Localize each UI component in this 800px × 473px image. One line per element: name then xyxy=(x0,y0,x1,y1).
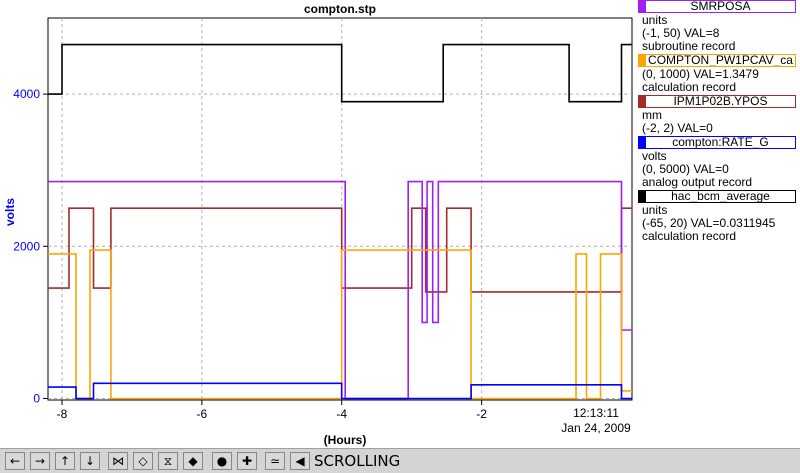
strip-chart[interactable]: compton.stp -8 -6 -4 -2 0 2000 4000 volts (Hou… xyxy=(0,0,636,448)
y-tick-label: 4000 xyxy=(13,87,40,101)
zoom-out-vertical-button[interactable]: ◆ xyxy=(183,452,203,470)
series-lines xyxy=(48,43,632,400)
legend-entry-hac-bcm-average[interactable]: hac_bcm_average xyxy=(638,190,796,203)
legend-record-type: calculation record xyxy=(642,80,737,94)
legend-range: (-65, 20) VAL=0.0311945 xyxy=(642,216,776,230)
scroll-mode-button[interactable]: ◀ xyxy=(290,452,310,470)
x-tick-label: -8 xyxy=(57,407,68,421)
legend-unit: mm xyxy=(642,108,662,122)
zoom-out-horizontal-button[interactable]: ◇ xyxy=(133,452,153,470)
legend-entry-ipm1p02b-ypos[interactable]: IPM1P02B.YPOS xyxy=(638,95,796,108)
legend-range: (0, 1000) VAL=1.3479 xyxy=(642,67,759,81)
pan-right-button[interactable]: → xyxy=(30,452,50,470)
x-tick-label: -4 xyxy=(336,407,347,421)
y-axis-label: volts xyxy=(3,198,17,226)
axis-labels: -8 -6 -4 -2 0 2000 4000 xyxy=(13,87,487,421)
legend-range: (-1, 50) VAL=8 xyxy=(642,26,720,40)
series-line-hac-bcm-average xyxy=(48,43,632,103)
legend-record-type: analog output record xyxy=(642,175,753,189)
pan-up-button[interactable]: ↑ xyxy=(55,452,75,470)
pan-left-button[interactable]: ← xyxy=(5,452,25,470)
legend-panel: SMRPOSA units (-1, 50) VAL=8 subroutine rec… xyxy=(636,0,800,448)
legend-unit: units xyxy=(642,203,668,217)
legend-entry-smrposa[interactable]: SMRPOSA xyxy=(638,0,796,13)
chart-title: compton.stp xyxy=(304,2,376,16)
legend-unit: units xyxy=(642,13,668,27)
x-axis-label: (Hours) xyxy=(324,433,367,447)
legend-entry-compton-rate-g[interactable]: compton:RATE_G xyxy=(638,136,796,149)
current-time-label: 12:13:11 xyxy=(573,406,619,420)
y-tick-label: 0 xyxy=(33,391,40,405)
record-button[interactable]: ● xyxy=(212,452,232,470)
x-tick-label: -2 xyxy=(476,407,487,421)
zoom-in-horizontal-button[interactable]: ⋈ xyxy=(108,452,128,470)
x-tick-label: -6 xyxy=(197,407,208,421)
mode-label: SCROLLING xyxy=(314,452,401,470)
pan-down-button[interactable]: ↓ xyxy=(80,452,100,470)
zoom-in-vertical-button[interactable]: ⧖ xyxy=(158,452,178,470)
current-date-label: Jan 24, 2009 xyxy=(561,421,631,435)
series-line-compton-rate-g xyxy=(48,382,632,400)
legend-record-type: calculation record xyxy=(642,229,737,243)
legend-entry-compton-pw1pcav-ca[interactable]: COMPTON_PW1PCAV_ca xyxy=(638,54,796,67)
autoscale-button[interactable]: ≃ xyxy=(265,452,285,470)
legend-record-type: subroutine record xyxy=(642,39,736,53)
toolbar: SCROLLING ← → ↑ ↓ ⋈ ◇ ⧖ ◆ ● ✚ ≃ ◀ xyxy=(0,448,800,473)
series-line-compton-pw1pcav-ca xyxy=(48,249,632,400)
legend-unit: volts xyxy=(642,149,667,163)
legend-range: (-2, 2) VAL=0 xyxy=(642,121,713,135)
add-button[interactable]: ✚ xyxy=(237,452,257,470)
legend-range: (0, 5000) VAL=0 xyxy=(642,162,729,176)
y-tick-label: 2000 xyxy=(13,239,40,253)
